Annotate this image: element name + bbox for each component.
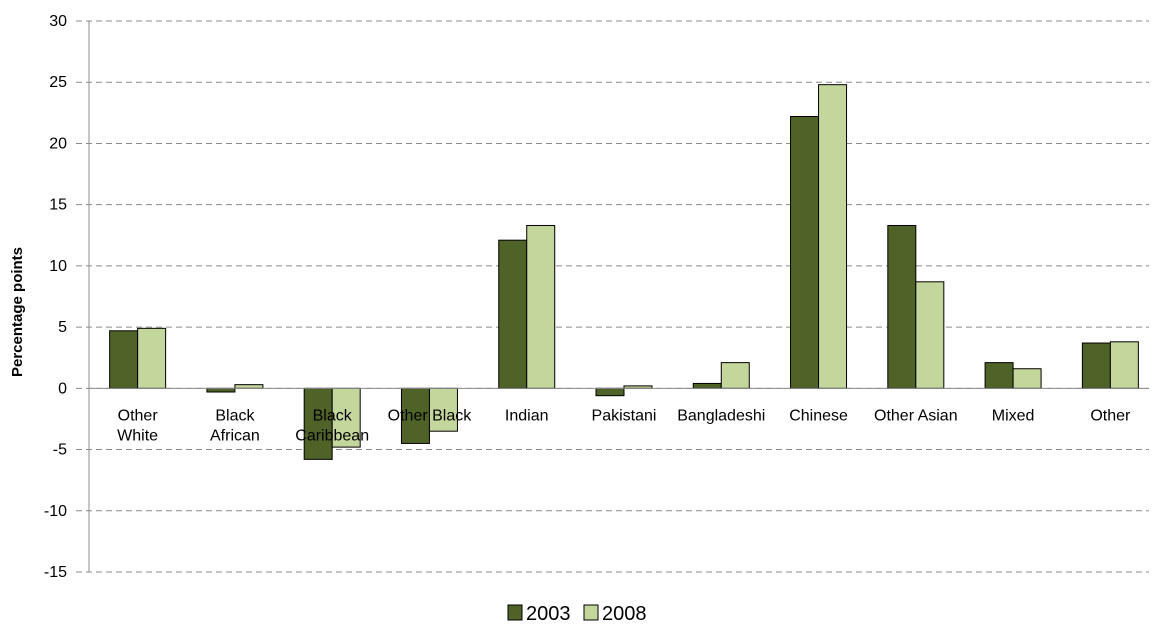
bar-2003 [595, 387, 625, 397]
bar-2008 [137, 327, 167, 389]
bar-2003 [109, 330, 139, 389]
y-tick-label: -5 [53, 442, 67, 459]
bar-2008 [1109, 341, 1139, 389]
bar-2003 [400, 387, 430, 444]
y-tick-label: 20 [49, 135, 67, 152]
x-category-label: Other Black [388, 407, 473, 424]
bar-2008 [234, 384, 264, 389]
x-category-label: Indian [505, 407, 549, 424]
bar-2003 [206, 387, 236, 393]
legend: 2003 2008 [507, 603, 647, 625]
bar-2008 [331, 387, 361, 448]
bar-2003 [887, 224, 917, 389]
bar-2008 [1012, 368, 1042, 389]
bar-2008 [526, 224, 556, 389]
x-category-label: Pakistani [592, 407, 657, 424]
bar-2003 [692, 382, 722, 389]
x-category-label: Other [1090, 407, 1131, 424]
x-category-label: Other Asian [874, 407, 958, 424]
bar-2003 [984, 362, 1014, 389]
y-tick-label: 10 [49, 258, 67, 275]
bar-2008 [915, 281, 945, 389]
y-tick-label: -15 [44, 564, 67, 581]
bar-2003 [790, 116, 820, 389]
legend-swatch-2003 [507, 604, 523, 621]
x-category-label: Bangladeshi [677, 407, 765, 424]
legend-label: 2008 [602, 603, 647, 625]
bar-2003 [498, 239, 528, 389]
bar-2008 [818, 84, 848, 389]
bar-2008 [720, 362, 750, 389]
y-tick-label: -10 [44, 503, 67, 520]
bar-2003 [1081, 342, 1111, 389]
x-category-label: Black Caribbean [295, 407, 369, 444]
x-category-labels: Other White Black African Black Caribbean Othe… [117, 407, 1131, 444]
y-tick-label: 15 [49, 197, 67, 214]
y-tick-label: 25 [49, 74, 67, 91]
axes [88, 21, 1149, 572]
y-axis-title: Percentage points [9, 247, 26, 377]
y-tick-label: 0 [58, 380, 67, 397]
bar-2003 [303, 387, 333, 460]
bars [109, 84, 1139, 460]
x-category-label: Mixed [992, 407, 1035, 424]
legend-label: 2003 [526, 603, 571, 625]
x-category-label: Other White [117, 407, 158, 444]
grid-lines [76, 20, 1149, 573]
x-category-label: Chinese [789, 407, 848, 424]
x-category-label: Black African [210, 407, 260, 444]
y-tick-labels: 30 25 20 15 10 5 0 -5 -10 -15 [44, 13, 67, 581]
legend-swatch-2008 [583, 604, 599, 621]
y-tick-label: 5 [58, 319, 67, 336]
y-tick-label: 30 [49, 13, 67, 30]
